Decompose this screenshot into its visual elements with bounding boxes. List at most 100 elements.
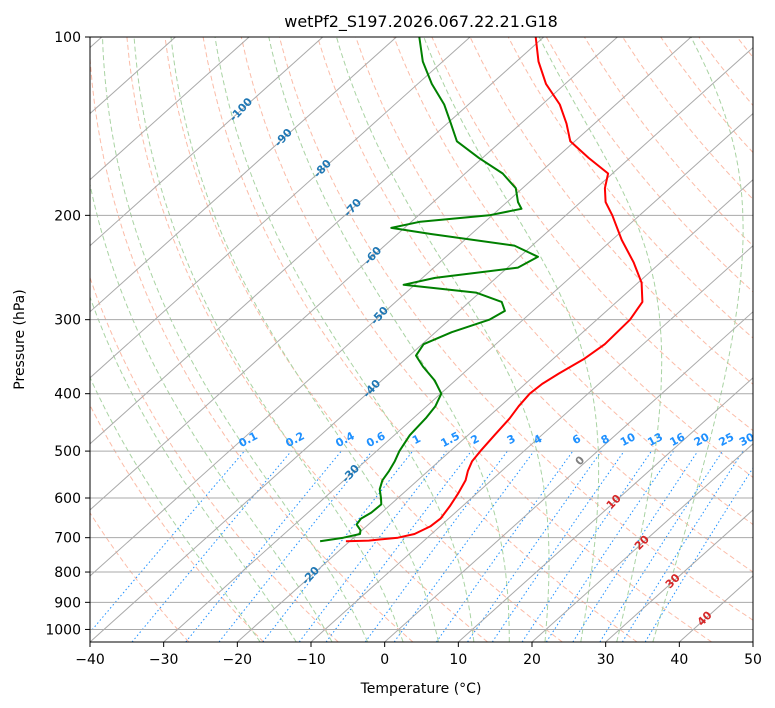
y-tick-label: 700 xyxy=(54,531,81,547)
isotherm-line xyxy=(752,641,753,642)
x-tick-label: 40 xyxy=(670,652,688,668)
dry-adiabat-line xyxy=(583,37,753,247)
mixing-ratio-line xyxy=(262,450,414,642)
x-tick-label: 30 xyxy=(597,652,615,668)
x-tick-label: 20 xyxy=(523,652,541,668)
mixing-ratio-line xyxy=(467,450,602,642)
x-tick-label: 50 xyxy=(744,652,762,668)
dry-adiabat-line xyxy=(622,37,753,200)
mixing-ratio-line xyxy=(364,450,508,642)
mixing-ratio-label: 30 xyxy=(737,430,757,449)
dry-adiabat-line xyxy=(545,37,753,293)
x-axis-label: Temperature (°C) xyxy=(360,681,482,697)
mixing-ratio-line xyxy=(185,450,342,642)
mixing-ratio-label: 0.6 xyxy=(364,429,388,450)
mixing-ratio-label: 2 xyxy=(469,432,482,447)
isotherm-line xyxy=(90,37,397,313)
isotherm-label: -10 xyxy=(242,681,265,705)
background-grid xyxy=(90,37,753,642)
y-tick-label: 200 xyxy=(54,208,81,224)
isotherm-line xyxy=(90,37,471,379)
mixing-ratio-label: 25 xyxy=(717,430,737,449)
mixing-ratio-line xyxy=(599,450,723,642)
mixing-ratio-label: 0.1 xyxy=(237,429,260,450)
mixing-ratio-label: 10 xyxy=(618,430,638,449)
dry-adiabat-line xyxy=(736,37,753,59)
x-tick-label: −20 xyxy=(223,652,253,668)
moist-adiabat-line xyxy=(214,37,475,642)
y-axis-label: Pressure (hPa) xyxy=(12,289,28,389)
isotherm-label: -100 xyxy=(227,95,256,124)
mixing-ratio-line xyxy=(393,450,535,642)
isotherm-line xyxy=(310,245,753,642)
mixing-ratio-label: 3 xyxy=(505,432,518,447)
isotherm-line xyxy=(384,311,753,642)
x-tick-label: −30 xyxy=(149,652,179,668)
mixing-ratio-label: 1.5 xyxy=(439,429,462,450)
mixing-ratio-line xyxy=(325,450,472,642)
isotherm-line xyxy=(163,112,753,642)
isotherm-line xyxy=(90,37,250,181)
axes: −40 −30 −20 −10 0 10 20 30 40 5010009008007006005… xyxy=(45,30,762,668)
mixing-ratio-label: 0.2 xyxy=(283,429,306,450)
dry-adiabat-line xyxy=(90,511,190,642)
dry-adiabat-line xyxy=(355,37,753,526)
mixing-ratio-label: 16 xyxy=(668,430,688,449)
x-tick-label: 0 xyxy=(380,652,389,668)
mixing-ratio-label: 0.4 xyxy=(333,429,357,450)
isotherm-line xyxy=(90,37,618,511)
moist-adiabat-line xyxy=(102,37,369,642)
dry-adiabat-line xyxy=(90,404,264,642)
moist-adiabat-line xyxy=(268,37,510,642)
isotherm-line xyxy=(678,575,753,642)
y-tick-label: 1000 xyxy=(45,622,81,638)
mixing-ratio-line xyxy=(436,450,574,642)
mixing-ratio-line xyxy=(644,466,753,642)
dry-adiabat-line xyxy=(164,37,563,642)
mixing-ratio-line xyxy=(491,450,625,642)
mixing-ratio-label: 13 xyxy=(645,430,665,449)
y-tick-label: 100 xyxy=(54,30,81,46)
y-tick-label: 800 xyxy=(54,565,81,581)
dry-adiabat-line xyxy=(90,50,414,642)
y-tick-label: 300 xyxy=(54,313,81,329)
y-tick-label: 600 xyxy=(54,491,81,507)
dry-adiabat-line xyxy=(660,37,753,154)
moist-adiabat-line xyxy=(538,37,663,642)
mixing-ratio-line xyxy=(90,450,245,634)
dry-adiabat-line xyxy=(278,37,753,621)
mixing-ratio-line xyxy=(298,450,447,642)
plot-frame xyxy=(89,36,754,643)
isotherm-line xyxy=(90,37,545,445)
dry-adiabat-line xyxy=(393,37,753,478)
y-tick-label: 400 xyxy=(54,387,81,403)
mixing-ratio-line xyxy=(521,450,652,642)
mixing-ratio-label: 36 xyxy=(758,430,775,449)
isotherm-line xyxy=(531,443,753,642)
x-tick-label: −10 xyxy=(296,652,326,668)
mixing-ratio-label: 20 xyxy=(692,430,712,449)
moist-adiabat-line xyxy=(133,37,404,642)
x-tick-label: −40 xyxy=(75,652,105,668)
moist-adiabat-line xyxy=(336,37,550,642)
mixing-ratio-line xyxy=(131,450,292,642)
temperature-profile-line xyxy=(345,37,644,543)
isotherm-line xyxy=(90,37,324,247)
isotherm-line xyxy=(457,377,753,642)
mixing-ratio-label: 6 xyxy=(570,432,583,447)
moist-adiabat-label: 0 xyxy=(573,453,588,468)
dewpoint-profile-line xyxy=(319,37,539,543)
dry-adiabat-line xyxy=(126,37,488,642)
dry-adiabat-line xyxy=(202,37,638,642)
isotherm-line xyxy=(605,509,753,642)
line-labels: -100-90-80-70-60-50-40-30-20-100.1 0.2 0.4… xyxy=(227,95,775,705)
mixing-ratio-line xyxy=(545,450,675,642)
sounding-series xyxy=(319,37,644,543)
moist-adiabat-line xyxy=(423,37,600,642)
moist-adiabat-line xyxy=(90,295,297,642)
x-tick-label: 10 xyxy=(449,652,467,668)
chart-title: wetPf2_S197.2026.067.22.21.G18 xyxy=(284,12,558,32)
y-tick-label: 900 xyxy=(54,595,81,611)
mixing-ratio-line xyxy=(572,450,699,642)
